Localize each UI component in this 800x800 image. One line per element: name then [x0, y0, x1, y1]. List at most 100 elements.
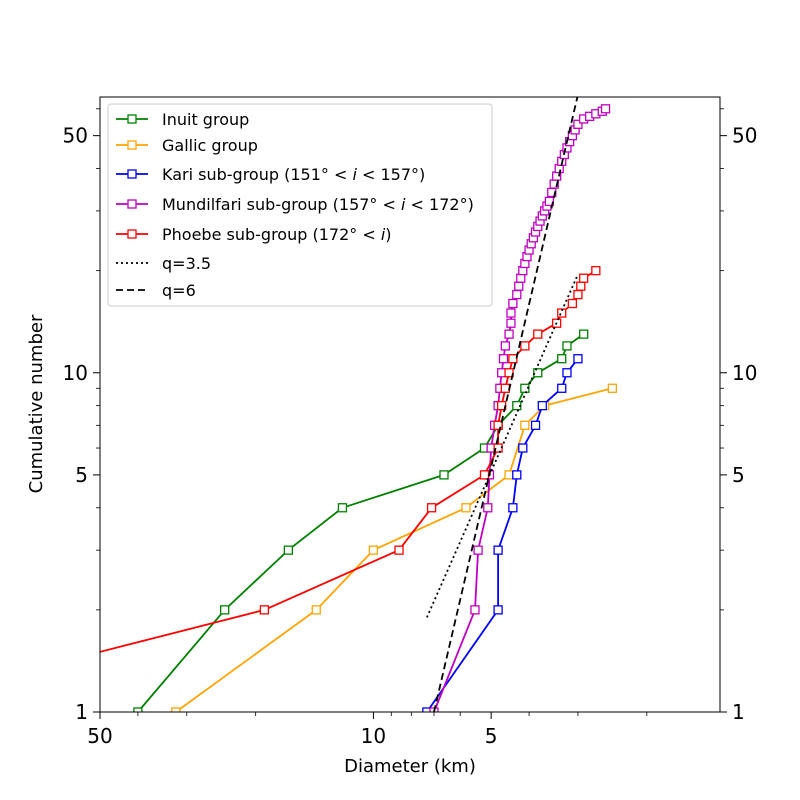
data-point: [133, 707, 143, 712]
x-tick-label: 50: [87, 724, 112, 748]
data-point: [504, 329, 514, 339]
legend-label-part: Kari sub-group (151° <: [162, 165, 352, 184]
data-point: [576, 281, 586, 291]
legend: Inuit group Gallic group Kari sub-group (1…: [107, 103, 493, 307]
data-point: [508, 298, 518, 309]
y-axis-title: Cumulative number: [26, 314, 47, 493]
data-point: [283, 545, 293, 555]
data-point: [422, 707, 432, 712]
x-tick-label: 10: [361, 724, 386, 748]
data-point: [518, 443, 528, 453]
data-point: [220, 605, 230, 615]
legend-box: [107, 103, 493, 307]
legend-label-part: < 172°): [405, 195, 473, 214]
data-point: [514, 281, 524, 291]
data-point: [600, 104, 611, 114]
x-axis-title: Diameter (km): [344, 756, 476, 777]
legend-swatch-marker: [127, 199, 137, 209]
legend-item: q=3.5: [116, 254, 211, 273]
data-point: [500, 383, 510, 393]
data-point: [533, 329, 543, 339]
data-point: [259, 605, 270, 615]
data-point: [493, 605, 503, 615]
x-tick-label: 5: [485, 724, 498, 748]
legend-item: Phoebe sub-group (172° < i): [116, 225, 392, 244]
data-point: [506, 318, 516, 328]
legend-label-part: Mundilfari sub-group (157° <: [162, 195, 401, 214]
y-tick-label-left: 5: [75, 463, 88, 487]
legend-label-part: < 157°): [357, 165, 425, 184]
legend-item: Inuit group: [116, 110, 249, 129]
legend-label-italic: i: [381, 225, 386, 244]
data-point: [426, 503, 437, 513]
y-tick-label-right: 10: [732, 361, 757, 385]
data-point: [512, 470, 522, 480]
data-point: [479, 470, 490, 480]
plot-frame: [99, 96, 721, 713]
data-point: [473, 545, 483, 555]
data-point: [537, 400, 547, 411]
y-tick-label-right: 50: [732, 124, 757, 148]
legend-label: q=3.5: [162, 254, 211, 273]
legend-swatch-marker: [127, 114, 137, 124]
data-point: [439, 470, 449, 480]
series-q-6: [433, 97, 579, 712]
data-point: [337, 503, 348, 513]
data-point: [470, 605, 480, 615]
data-point: [461, 503, 471, 513]
data-point: [508, 503, 518, 513]
data-point: [311, 605, 321, 615]
y-tick-label-right: 1: [732, 700, 745, 724]
axis-layer: 50 10 5 1 1 5 5 10 10 50 50: [63, 108, 757, 748]
series-phoebe-sub-group-172-i: [100, 265, 601, 653]
data-point: [394, 545, 404, 555]
data-point: [557, 354, 567, 364]
data-point: [573, 289, 583, 300]
data-point: [508, 354, 518, 364]
data-point: [368, 545, 379, 555]
data-point: [573, 354, 583, 364]
data-point: [579, 329, 589, 339]
data-point: [520, 341, 530, 351]
data-point: [171, 707, 181, 712]
data-point: [544, 196, 554, 207]
data-point: [557, 383, 567, 393]
data-point: [493, 545, 503, 555]
data-point: [567, 298, 578, 309]
legend-label: q=6: [162, 281, 196, 300]
data-point: [562, 368, 572, 378]
data-point: [530, 420, 541, 430]
data-point: [579, 273, 589, 283]
y-tick-label-right: 5: [732, 463, 745, 487]
y-tick-label-left: 50: [63, 124, 88, 148]
legend-item: Gallic group: [116, 136, 258, 155]
legend-label: Gallic group: [162, 136, 258, 155]
data-point: [500, 341, 510, 351]
legend-label-italic: i: [401, 195, 406, 214]
data-point: [506, 308, 516, 318]
series-kari-sub-group-151-i-157: [422, 354, 583, 712]
series-line: [433, 97, 579, 712]
legend-swatch-marker: [127, 140, 137, 150]
data-point: [483, 503, 493, 513]
series-layer: [100, 97, 617, 712]
legend-item: Mundilfari sub-group (157° < i < 172°): [116, 195, 474, 214]
legend-swatch-marker: [127, 169, 137, 179]
data-point: [562, 341, 572, 351]
legend-label-part: Phoebe sub-group (172° <: [162, 225, 381, 244]
data-point: [573, 119, 583, 129]
legend-item: Kari sub-group (151° < i < 157°): [116, 165, 425, 184]
legend-swatch-marker: [127, 229, 137, 239]
data-point: [498, 354, 509, 364]
data-point: [504, 470, 514, 480]
legend-label: Phoebe sub-group (172° < i): [162, 225, 392, 244]
data-point: [520, 420, 530, 430]
data-point: [607, 383, 617, 393]
y-tick-label-left: 10: [63, 361, 88, 385]
data-point: [504, 368, 514, 378]
legend-label: Inuit group: [162, 110, 249, 129]
data-point: [591, 265, 601, 276]
y-tick-label-left: 1: [75, 700, 88, 724]
legend-label-part: ): [385, 225, 391, 244]
